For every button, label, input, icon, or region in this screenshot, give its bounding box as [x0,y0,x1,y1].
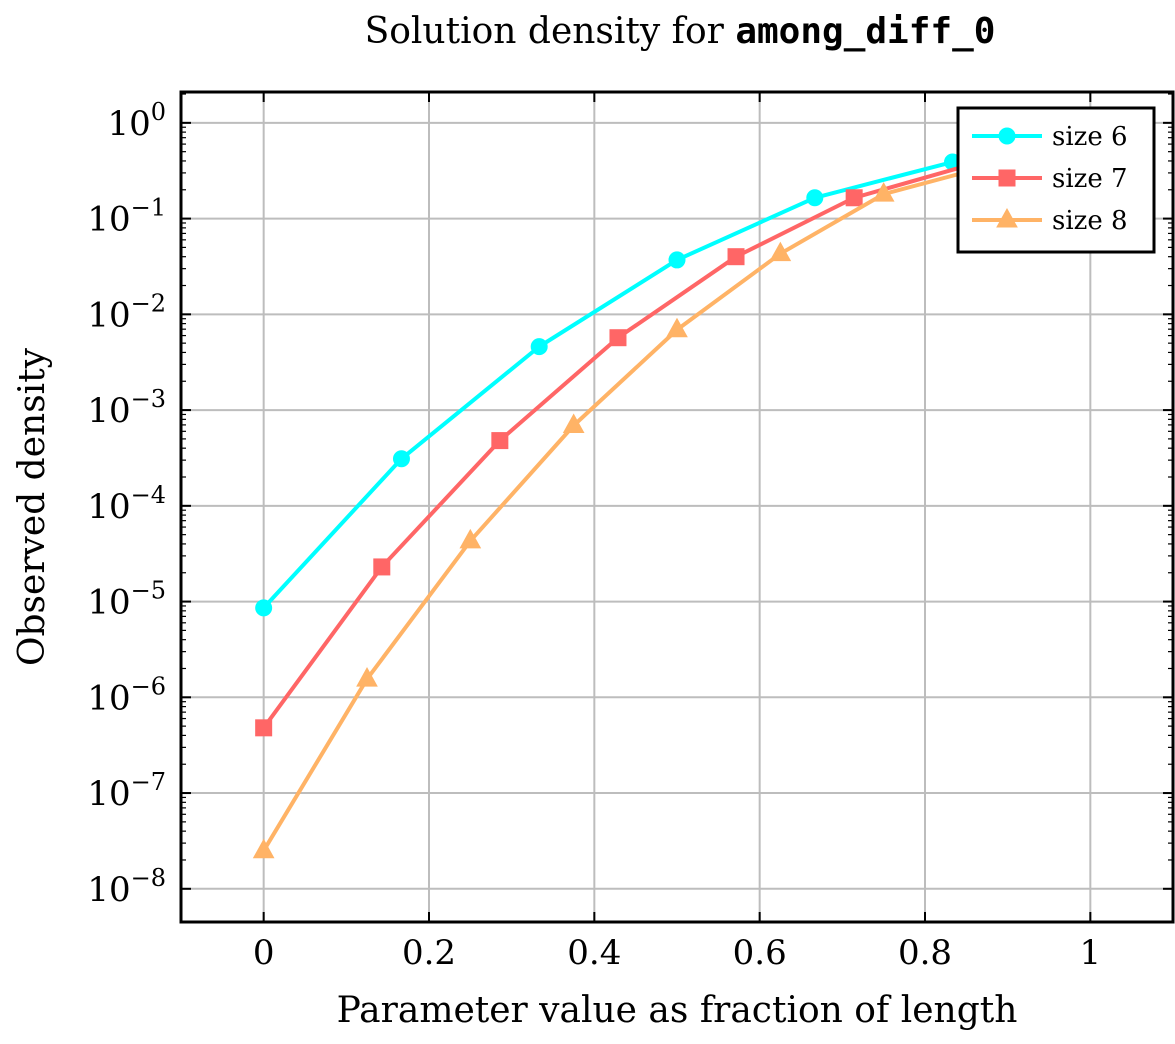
data-point [609,329,627,347]
x-tick-label: 0.8 [898,933,952,973]
y-tick-base: 10 [87,774,130,814]
data-point [530,338,548,356]
y-tick-base: 10 [87,391,130,431]
x-tick-label: 0.4 [567,933,621,973]
y-tick-base: 10 [87,295,130,335]
data-point [255,599,273,617]
y-tick-exponent: 0 [151,98,166,126]
y-tick-exponent: −1 [131,194,166,222]
legend-marker [996,207,1018,228]
y-tick-label: 10−1 [87,194,166,240]
y-tick-base: 10 [87,678,130,718]
y-tick-base: 10 [87,870,130,910]
y-tick-label: 10−4 [87,481,166,527]
data-point [845,189,863,207]
y-axis-label: Observed density [12,347,53,666]
data-point [668,251,686,269]
y-tick-base: 10 [87,583,130,623]
series-1 [255,114,1099,617]
data-point [491,432,509,450]
data-point [356,667,378,687]
chart-title: Solution density for among_diff_0 [365,11,996,52]
legend-label: size 7 [1052,164,1128,194]
legend-entry: size 7 [972,164,1128,194]
y-tick-label: 10−3 [87,385,166,431]
legend-entry: size 6 [972,122,1128,152]
y-tick-exponent: −3 [131,385,166,413]
data-point [252,838,275,859]
y-tick-label: 10−2 [87,289,166,335]
data-point [459,528,482,549]
y-tick-label: 100 [107,98,166,144]
x-tick-label: 0.6 [733,933,787,973]
data-point [392,450,410,468]
y-tick-exponent: −2 [131,289,166,317]
legend-label: size 6 [1052,122,1128,152]
y-tick-label: 10−6 [87,672,166,718]
legend-label: size 8 [1052,206,1128,236]
y-tick-base: 10 [107,104,150,144]
y-tick-label: 10−8 [87,864,166,910]
chart-title-code: among_diff_0 [735,11,995,52]
legend-marker [998,127,1016,145]
y-tick-label: 10−7 [87,768,166,814]
data-point [769,241,792,262]
x-tick-label: 0 [253,933,275,973]
data-point [666,317,688,338]
legend-items: size 6 size 7 size 8 [972,122,1128,236]
y-tick-exponent: −5 [131,577,166,605]
y-tick-exponent: −7 [131,768,166,796]
x-tick-label: 1 [1080,933,1102,973]
data-point [373,558,391,576]
y-tick-exponent: −8 [131,864,166,892]
legend-entry: size 8 [972,206,1128,236]
x-axis-label: Parameter value as fraction of length [337,990,1018,1031]
series-line [262,120,1091,730]
y-tick-base: 10 [87,200,130,240]
data-point [255,719,273,737]
y-tick-exponent: −6 [131,672,166,700]
data-point [727,248,745,266]
legend: size 6 size 7 size 8 [956,106,1156,254]
x-tick-label: 0.2 [402,933,456,973]
y-tick-base: 10 [87,487,130,527]
y-tick-exponent: −4 [131,481,166,509]
plot-frame [179,90,1175,924]
data-point [872,182,895,202]
data-point [806,189,824,207]
y-tick-label: 10−5 [87,577,166,623]
x-tick-labels: 0 0.2 0.4 0.6 0.8 1 [253,933,1101,973]
legend-marker [998,169,1016,187]
data-point [562,413,585,434]
